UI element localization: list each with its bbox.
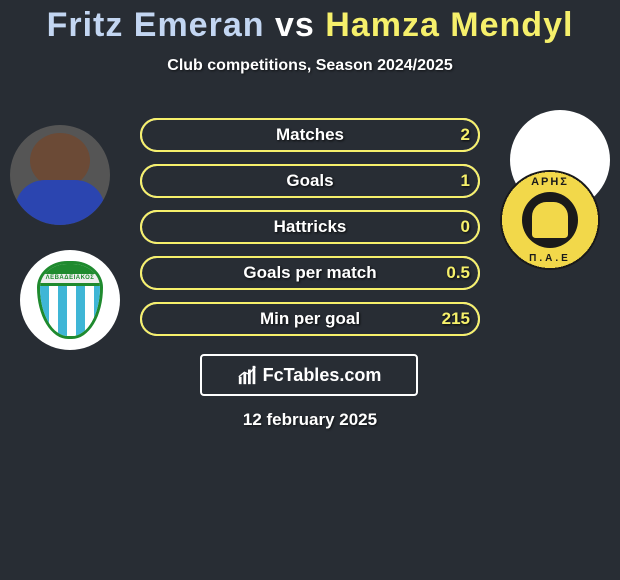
stat-label: Matches: [140, 118, 480, 152]
brand-text: FcTables.com: [263, 365, 382, 386]
stat-label: Goals: [140, 164, 480, 198]
vs-text: vs: [275, 6, 315, 44]
subtitle: Club competitions, Season 2024/2025: [0, 57, 620, 75]
crest-left-text: ΛΕΒΑΔΕΙΑΚΟΣ: [40, 274, 100, 283]
stat-value-player2: 0.5: [446, 256, 470, 290]
stat-row: Goals1: [140, 164, 480, 198]
player2-name: Hamza Mendyl: [325, 6, 573, 44]
crest-right-top-text: ΑΡΗΣ: [500, 176, 600, 188]
brand-box: FcTables.com: [200, 354, 418, 396]
bars-chart-icon: [237, 364, 259, 386]
stat-row: Min per goal215: [140, 302, 480, 336]
stat-value-player2: 215: [442, 302, 470, 336]
stat-row: Matches2: [140, 118, 480, 152]
stat-row: Goals per match0.5: [140, 256, 480, 290]
stats-bars: Matches2Goals1Hattricks0Goals per match0…: [140, 118, 480, 348]
stat-label: Hattricks: [140, 210, 480, 244]
player1-avatar: [10, 125, 110, 225]
player1-name: Fritz Emeran: [47, 6, 265, 44]
date-text: 12 february 2025: [0, 410, 620, 430]
comparison-title: Fritz Emeran vs Hamza Mendyl: [0, 0, 620, 45]
stat-value-player2: 1: [461, 164, 470, 198]
stat-row: Hattricks0: [140, 210, 480, 244]
stat-label: Min per goal: [140, 302, 480, 336]
stat-label: Goals per match: [140, 256, 480, 290]
player2-club-crest: ΑΡΗΣ Π.Α.Ε: [500, 170, 600, 270]
stat-value-player2: 2: [461, 118, 470, 152]
crest-right-bottom-text: Π.Α.Ε: [500, 253, 600, 264]
player1-club-crest: ΛΕΒΑΔΕΙΑΚΟΣ: [20, 250, 120, 350]
stat-value-player2: 0: [461, 210, 470, 244]
